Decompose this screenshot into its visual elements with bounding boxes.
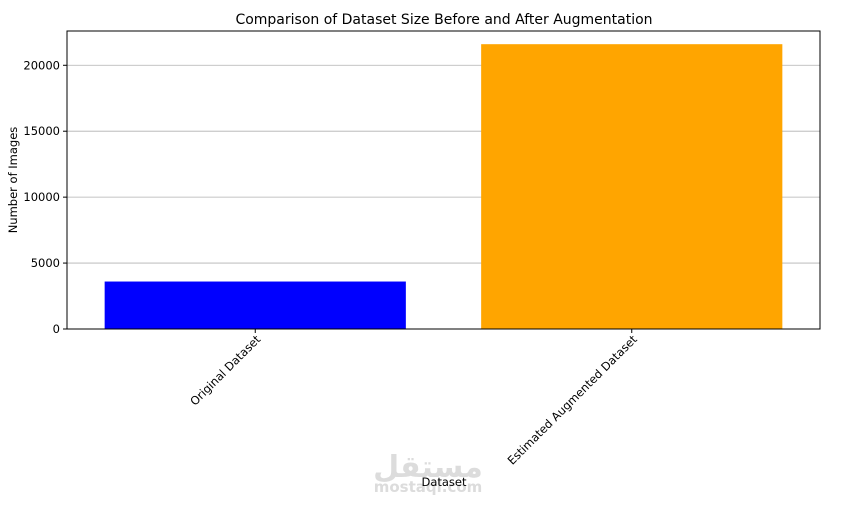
watermark-latin: mostaql.com [374,478,483,496]
x-axis-ticks: Original Dataset Estimated Augmented Data… [187,329,640,468]
bar [481,44,783,329]
watermark-arabic: مستقل [373,450,483,485]
watermark: مستقل mostaql.com [373,450,483,496]
y-tick-label: 15000 [23,124,60,138]
y-tick-label: 5000 [31,256,60,270]
x-tick-label: Estimated Augmented Dataset [505,332,641,468]
bar [104,281,406,329]
chart-title: Comparison of Dataset Size Before and Af… [235,12,652,28]
bars [104,44,783,329]
y-axis-ticks: 0 5000 10000 15000 20000 [23,58,67,336]
plot-frame [66,30,821,330]
x-tick-label: Original Dataset [187,332,263,408]
y-tick-label: 10000 [23,190,60,204]
y-tick-label: 0 [53,322,60,336]
y-tick-label: 20000 [23,58,60,72]
y-axis-label: Number of Images [6,127,20,234]
x-axis-label: Dataset [421,475,467,489]
